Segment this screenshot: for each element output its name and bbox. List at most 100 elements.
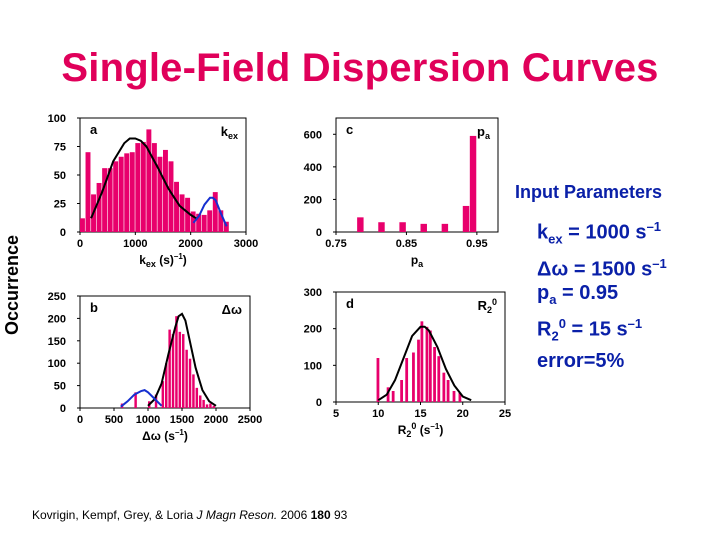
x-tick-label: 10	[372, 408, 384, 420]
fit-curve-black	[377, 325, 472, 402]
histogram-bar	[386, 387, 390, 402]
y-tick-label: 600	[304, 129, 322, 141]
y-tick-label: 0	[60, 403, 66, 415]
y-tick-label: 250	[48, 291, 66, 303]
panel-letter: d	[346, 296, 354, 311]
histogram-bar	[185, 197, 191, 232]
histogram-bar	[469, 135, 477, 232]
param-error: error=5%	[537, 349, 625, 372]
histogram-bar	[118, 156, 124, 232]
histogram-bar	[199, 395, 202, 408]
x-tick-label: 0.95	[466, 238, 487, 250]
histogram-bar	[107, 168, 113, 232]
histogram-bar	[80, 218, 85, 232]
input-parameters-box: Input Parameters kex = 1000 s–1 Δω = 150…	[515, 182, 720, 373]
x-tick-label: 500	[105, 414, 123, 426]
fit-curve-black	[90, 137, 197, 220]
y-tick-label: 100	[48, 358, 66, 370]
histogram-bar	[195, 387, 199, 408]
panel-letter: a	[90, 122, 98, 137]
histogram-bar	[161, 381, 165, 408]
y-tick-label: 50	[54, 170, 66, 182]
histogram-bar	[113, 161, 119, 232]
histogram-bar	[135, 143, 141, 232]
y-tick-label: 100	[304, 360, 322, 372]
histogram-bar	[425, 326, 429, 402]
x-axis-label: pa	[411, 253, 424, 269]
x-tick-label: 0.85	[396, 238, 417, 250]
histogram-bar	[96, 182, 102, 232]
histogram-bar	[192, 374, 195, 408]
histogram-bar	[196, 213, 202, 232]
histogram-bar	[441, 223, 449, 232]
histogram-bar	[140, 141, 146, 232]
histogram-bar	[182, 334, 185, 408]
input-parameters-header: Input Parameters	[515, 182, 663, 202]
histogram-bar	[171, 334, 175, 408]
histogram-bar	[452, 391, 456, 402]
histogram-bar	[446, 380, 450, 402]
y-tick-label: 0	[60, 227, 66, 239]
histogram-bar	[433, 347, 436, 402]
histogram-bar	[205, 404, 209, 408]
x-tick-label: 2000	[178, 238, 202, 250]
histogram-bar	[209, 403, 212, 408]
histogram-bar	[124, 153, 130, 232]
histogram-bar	[157, 156, 163, 232]
x-tick-label: 2500	[238, 414, 262, 426]
histogram-bar	[168, 329, 171, 408]
panel-letter: b	[90, 300, 98, 315]
panel-frame	[335, 117, 499, 233]
x-axis-label: kex (s)–1)	[139, 252, 187, 269]
histogram-bar	[207, 210, 213, 232]
citation: Kovrigin, Kempf, Grey, & Loria J Magn Re…	[32, 508, 348, 522]
histogram-bar	[179, 194, 185, 232]
panel-corner-label: pa	[477, 124, 491, 141]
slide-title: Single-Field Dispersion Curves	[61, 46, 659, 90]
y-tick-label: 200	[304, 194, 322, 206]
histogram-bar	[129, 152, 135, 232]
histogram-bar	[420, 321, 424, 402]
histogram-bar	[400, 380, 403, 402]
histogram-bar	[201, 214, 207, 232]
fit-curve-black	[147, 312, 217, 407]
histogram-bar	[391, 391, 395, 402]
histogram-bar	[399, 222, 406, 232]
x-tick-label: 5	[333, 408, 339, 420]
histogram-bar	[85, 152, 91, 232]
histogram-bar	[420, 223, 427, 232]
y-tick-label: 25	[54, 199, 66, 211]
y-tick-label: 0	[316, 227, 322, 239]
histogram-bar	[437, 356, 441, 402]
x-tick-label: 25	[499, 408, 511, 420]
y-tick-label: 400	[304, 162, 322, 174]
param-kex: kex = 1000 s–1	[537, 219, 662, 247]
histogram-bar	[428, 330, 432, 402]
fit-curve-blue	[120, 389, 163, 408]
histogram-bar	[185, 349, 188, 408]
histogram-bar	[151, 143, 157, 232]
x-tick-label: 1000	[136, 414, 160, 426]
histogram-bar	[442, 372, 446, 402]
x-axis-label: Δω (s–1)	[142, 428, 188, 443]
y-tick-label: 200	[48, 313, 66, 325]
y-tick-label: 300	[304, 287, 322, 299]
y-tick-label: 50	[54, 381, 66, 393]
histogram-bar	[134, 392, 137, 408]
histogram-bar	[175, 316, 178, 408]
histogram-bar	[146, 129, 152, 232]
histogram-bar	[405, 358, 409, 402]
histogram-bar	[376, 358, 380, 402]
x-tick-label: 0.75	[325, 238, 346, 250]
x-tick-label: 15	[414, 408, 426, 420]
x-tick-label: 3000	[234, 238, 258, 250]
param-pa: pa = 0.95	[537, 282, 619, 308]
histogram-bar	[378, 222, 385, 232]
fit-curve-blue	[192, 196, 228, 227]
histogram-bar	[168, 161, 174, 232]
x-tick-label: 0	[77, 414, 83, 426]
panel-corner-label: Δω	[222, 302, 242, 317]
param-delta-omega: Δω = 1500 s–1	[537, 255, 667, 281]
y-tick-label: 200	[304, 324, 322, 336]
